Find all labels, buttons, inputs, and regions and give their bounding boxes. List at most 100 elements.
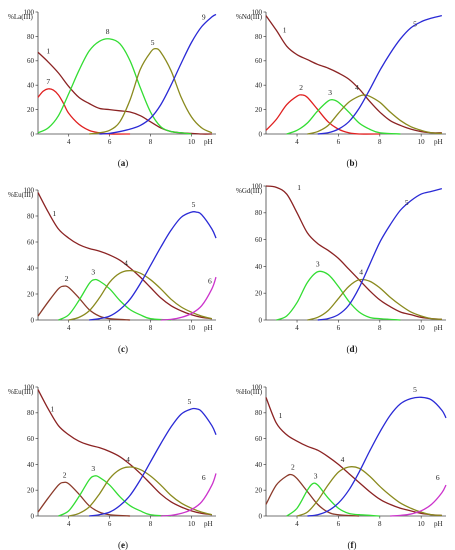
- y-axis-label: %Eu(III): [8, 191, 34, 199]
- y-tick-label: 40: [27, 461, 35, 469]
- panel-caption: (c): [118, 344, 128, 354]
- panel-caption-letter: d: [349, 344, 354, 354]
- y-tick-label: 0: [31, 512, 35, 520]
- series-label-1: 1: [52, 209, 56, 218]
- x-axis-label: pH: [434, 520, 443, 528]
- panel-caption-close: ): [125, 344, 128, 354]
- series-line-6: [160, 473, 217, 517]
- y-tick-label: 0: [259, 316, 263, 324]
- y-tick-label: 40: [255, 263, 263, 271]
- x-tick-label: 4: [67, 520, 71, 528]
- series-label-2: 2: [65, 274, 69, 283]
- series-label-3: 3: [314, 472, 318, 481]
- series-label-6: 6: [436, 473, 440, 482]
- y-tick-label: 60: [255, 435, 263, 443]
- series-line-5: [89, 47, 213, 135]
- x-tick-label: 8: [378, 520, 382, 528]
- series-line-2: [265, 473, 360, 517]
- x-tick-label: 4: [67, 324, 71, 332]
- y-axis-label: %Ho(III): [236, 388, 263, 396]
- y-tick-label: 80: [27, 33, 35, 41]
- series-label-6: 6: [202, 473, 206, 482]
- y-tick-label: 20: [255, 106, 263, 114]
- x-tick-label: 10: [188, 324, 196, 332]
- y-tick-label: 40: [255, 461, 263, 469]
- panel-caption-letter: b: [349, 158, 354, 168]
- series-label-4: 4: [126, 455, 130, 464]
- series-label-1: 1: [279, 411, 283, 420]
- x-axis-label: pH: [434, 138, 443, 146]
- panel-caption: (f): [348, 540, 357, 550]
- panel-caption: (d): [346, 344, 357, 354]
- x-tick-label: 6: [108, 324, 112, 332]
- panel-caption-close: ): [355, 344, 358, 354]
- series-label-4: 4: [124, 258, 128, 267]
- y-tick-label: 40: [27, 82, 35, 90]
- y-axis-label: %Nd(III): [236, 13, 263, 21]
- series-line-4: [307, 94, 442, 135]
- y-tick-label: 100: [252, 182, 263, 190]
- x-tick-label: 4: [67, 138, 71, 146]
- y-tick-label: 80: [27, 409, 35, 417]
- x-axis-label: pH: [204, 138, 213, 146]
- y-axis-label: %La(III): [8, 13, 34, 21]
- series-line-4: [68, 466, 213, 517]
- series-label-5: 5: [413, 385, 417, 394]
- x-tick-label: 10: [188, 520, 196, 528]
- series-label-5: 5: [188, 397, 192, 406]
- series-line-8: [37, 38, 192, 135]
- series-line-3: [58, 475, 172, 517]
- y-axis-label: %Eu(III): [8, 388, 34, 396]
- panel-caption: (e): [118, 540, 128, 550]
- series-label-1: 1: [50, 405, 54, 414]
- y-tick-label: 60: [255, 57, 263, 65]
- series-line-3: [286, 99, 401, 135]
- x-tick-label: 10: [188, 138, 196, 146]
- panel-caption-letter: c: [121, 344, 125, 354]
- series-line-4: [307, 278, 442, 321]
- y-tick-label: 80: [255, 33, 263, 41]
- x-tick-label: 6: [337, 520, 341, 528]
- series-label-5: 5: [192, 200, 196, 209]
- chart-panel-e: 0 20 40 60 80 100 4 6 8 10 %Eu(III) pH 1 2 3 4 5 6 (e): [8, 383, 217, 550]
- y-tick-label: 60: [255, 236, 263, 244]
- series-line-5: [317, 15, 443, 135]
- series-line-5: [89, 407, 217, 517]
- x-axis-label: pH: [434, 324, 443, 332]
- y-tick-label: 40: [27, 264, 35, 272]
- series-line-1: [265, 15, 442, 134]
- x-tick-label: 4: [295, 138, 299, 146]
- panel-caption-close: ): [355, 158, 358, 168]
- x-tick-label: 8: [149, 324, 153, 332]
- series-label-4: 4: [359, 267, 363, 276]
- panel-caption-open: (: [118, 158, 121, 168]
- x-axis-label: pH: [204, 324, 213, 332]
- panel-caption: (a): [118, 158, 129, 168]
- y-tick-label: 0: [31, 130, 35, 138]
- series-label-3: 3: [328, 88, 332, 97]
- series-label-4: 4: [341, 455, 345, 464]
- x-axis-label: pH: [204, 520, 213, 528]
- y-tick-label: 20: [27, 487, 35, 495]
- x-tick-label: 6: [337, 324, 341, 332]
- y-tick-label: 100: [24, 383, 35, 391]
- y-tick-label: 80: [255, 409, 263, 417]
- x-tick-label: 6: [108, 138, 112, 146]
- y-tick-label: 60: [27, 238, 35, 246]
- y-tick-label: 20: [27, 106, 35, 114]
- y-tick-label: 0: [31, 316, 35, 324]
- series-line-1: [37, 51, 212, 135]
- series-line-1: [37, 192, 212, 320]
- y-tick-label: 20: [27, 290, 35, 298]
- series-label-1: 1: [297, 183, 301, 192]
- x-tick-label: 8: [149, 138, 153, 146]
- x-tick-label: 10: [418, 138, 426, 146]
- panel-caption-open: (: [118, 540, 121, 550]
- y-tick-label: 0: [259, 512, 263, 520]
- y-tick-label: 100: [24, 186, 35, 194]
- x-tick-label: 10: [418, 324, 426, 332]
- y-tick-label: 60: [27, 435, 35, 443]
- x-tick-label: 6: [108, 520, 112, 528]
- series-line-3: [276, 270, 401, 321]
